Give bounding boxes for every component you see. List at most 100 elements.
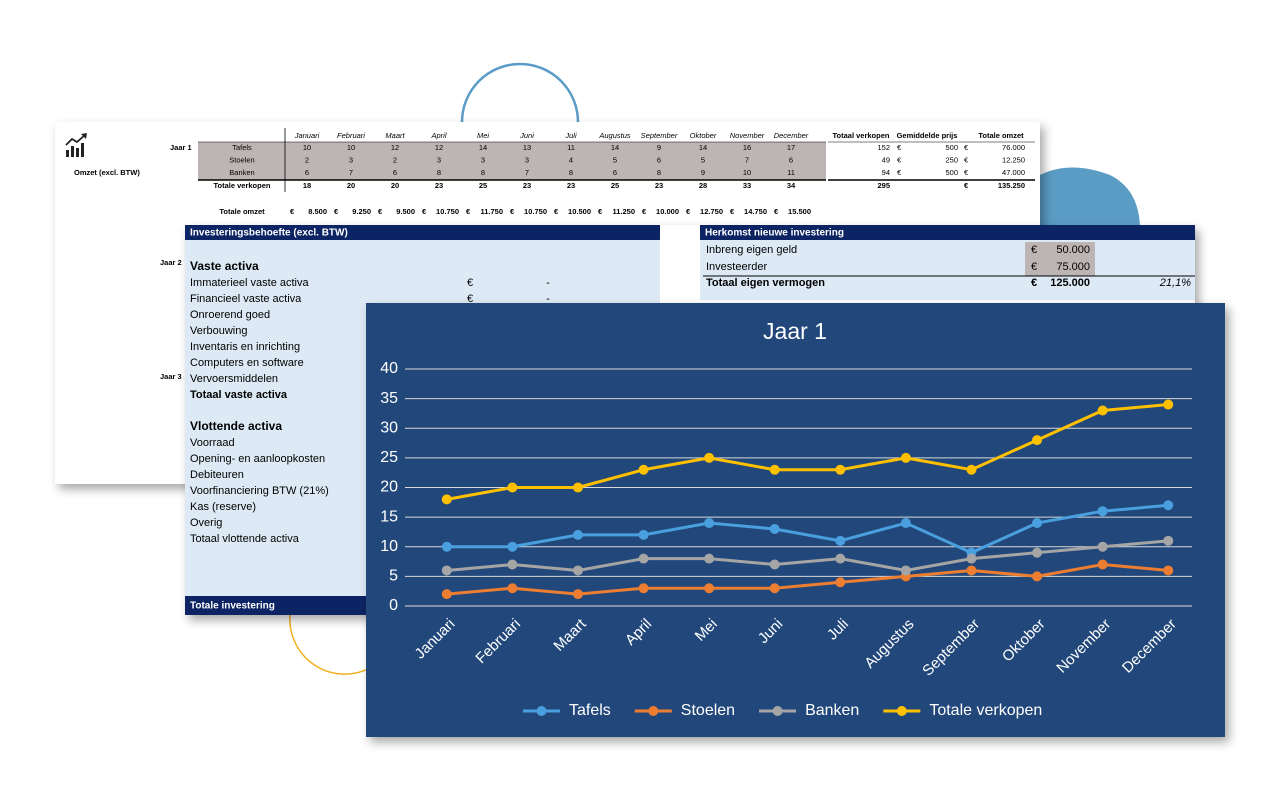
item-label: Vlottende activa <box>190 419 282 433</box>
legend-marker <box>896 706 907 716</box>
cell: 10 <box>743 168 751 177</box>
cell: 14 <box>611 143 619 152</box>
currency: € <box>1031 244 1037 256</box>
cell: 3 <box>349 155 353 164</box>
currency: € <box>466 207 471 216</box>
cell: 18 <box>303 181 311 190</box>
row-label: Totale omzet <box>219 207 265 216</box>
point <box>900 452 911 463</box>
currency: € <box>897 143 902 152</box>
legend-marker <box>772 706 783 716</box>
cell: 23 <box>523 181 531 190</box>
cell: 15.500 <box>788 207 811 216</box>
point <box>769 464 780 475</box>
currency: € <box>467 293 473 305</box>
point <box>1097 559 1108 570</box>
month-header: Juli <box>564 131 577 140</box>
point <box>966 565 977 576</box>
cell: 135.250 <box>998 181 1025 190</box>
point <box>1032 571 1043 582</box>
point <box>900 518 911 529</box>
y-tick-label: 15 <box>380 508 398 525</box>
cell: 14 <box>699 143 707 152</box>
point <box>704 518 715 529</box>
decor-blob <box>1040 167 1140 230</box>
cell: 16 <box>743 143 751 152</box>
currency: € <box>554 207 559 216</box>
item-amount: 75.000 <box>1056 261 1090 273</box>
chart-title: Jaar 1 <box>763 318 827 344</box>
summary-header: Totaal verkopen <box>833 131 890 140</box>
cell: 8.500 <box>308 207 327 216</box>
chart-bg <box>366 303 1225 737</box>
y-tick-label: 10 <box>380 538 398 555</box>
item-label: Inbreng eigen geld <box>706 244 797 256</box>
currency: € <box>964 143 969 152</box>
cell: 49 <box>882 155 890 164</box>
cell: 8 <box>437 168 441 177</box>
month-header: Mei <box>477 131 489 140</box>
point <box>441 494 452 505</box>
item-amount: 50.000 <box>1056 244 1090 256</box>
currency: € <box>510 207 515 216</box>
cell: 17 <box>787 143 795 152</box>
cell: 3 <box>481 155 485 164</box>
point <box>1163 565 1174 576</box>
item-label: Financieel vaste activa <box>190 293 302 305</box>
currency: € <box>467 277 473 289</box>
series-line <box>446 563 1169 596</box>
item-label: Kas (reserve) <box>190 501 256 513</box>
point <box>1032 547 1043 558</box>
item-label: Inventaris en inrichting <box>190 341 300 353</box>
month-header: Maart <box>385 131 405 140</box>
point <box>507 541 518 552</box>
year-label: Jaar 2 <box>160 258 182 267</box>
chart-icon <box>65 133 87 157</box>
legend-label: Tafels <box>569 702 611 719</box>
item-label: Opening- en aanloopkosten <box>190 453 325 465</box>
cell: 8 <box>657 168 661 177</box>
cell: 23 <box>567 181 575 190</box>
point <box>638 583 649 594</box>
cell: 3 <box>437 155 441 164</box>
cell: 7 <box>349 168 353 177</box>
cell: 14.750 <box>744 207 767 216</box>
cell: 13 <box>523 143 531 152</box>
total-share: 21,1% <box>1159 277 1191 289</box>
point <box>507 583 518 594</box>
month-header: November <box>730 131 765 140</box>
item-label: Totaal vlottende activa <box>190 533 300 545</box>
cell: 25 <box>611 181 619 190</box>
point <box>704 583 715 594</box>
point <box>769 559 780 570</box>
cell: 8 <box>481 168 485 177</box>
item-label: Voorraad <box>190 437 235 449</box>
input-cells <box>1025 242 1095 276</box>
cell: 3 <box>525 155 529 164</box>
cell: 9 <box>657 143 661 152</box>
month-header: April <box>430 131 446 140</box>
cell: 12 <box>391 143 399 152</box>
cell: 7 <box>745 155 749 164</box>
point <box>572 529 583 540</box>
legend-label: Stoelen <box>681 702 735 719</box>
cell: 33 <box>743 181 751 190</box>
point <box>572 589 583 600</box>
cell: 6 <box>657 155 661 164</box>
cell: 10.750 <box>524 207 547 216</box>
point <box>1097 506 1108 517</box>
point <box>835 535 846 546</box>
cell: 34 <box>787 181 796 190</box>
item-label: Immaterieel vaste activa <box>190 277 309 289</box>
cell: 295 <box>877 181 890 190</box>
cell: 23 <box>435 181 443 190</box>
point <box>441 565 452 576</box>
currency: € <box>730 207 735 216</box>
cell: 500 <box>945 143 958 152</box>
cell: 12.750 <box>700 207 723 216</box>
month-header: Oktober <box>690 131 717 140</box>
currency: € <box>964 155 969 164</box>
month-header: Juni <box>519 131 534 140</box>
